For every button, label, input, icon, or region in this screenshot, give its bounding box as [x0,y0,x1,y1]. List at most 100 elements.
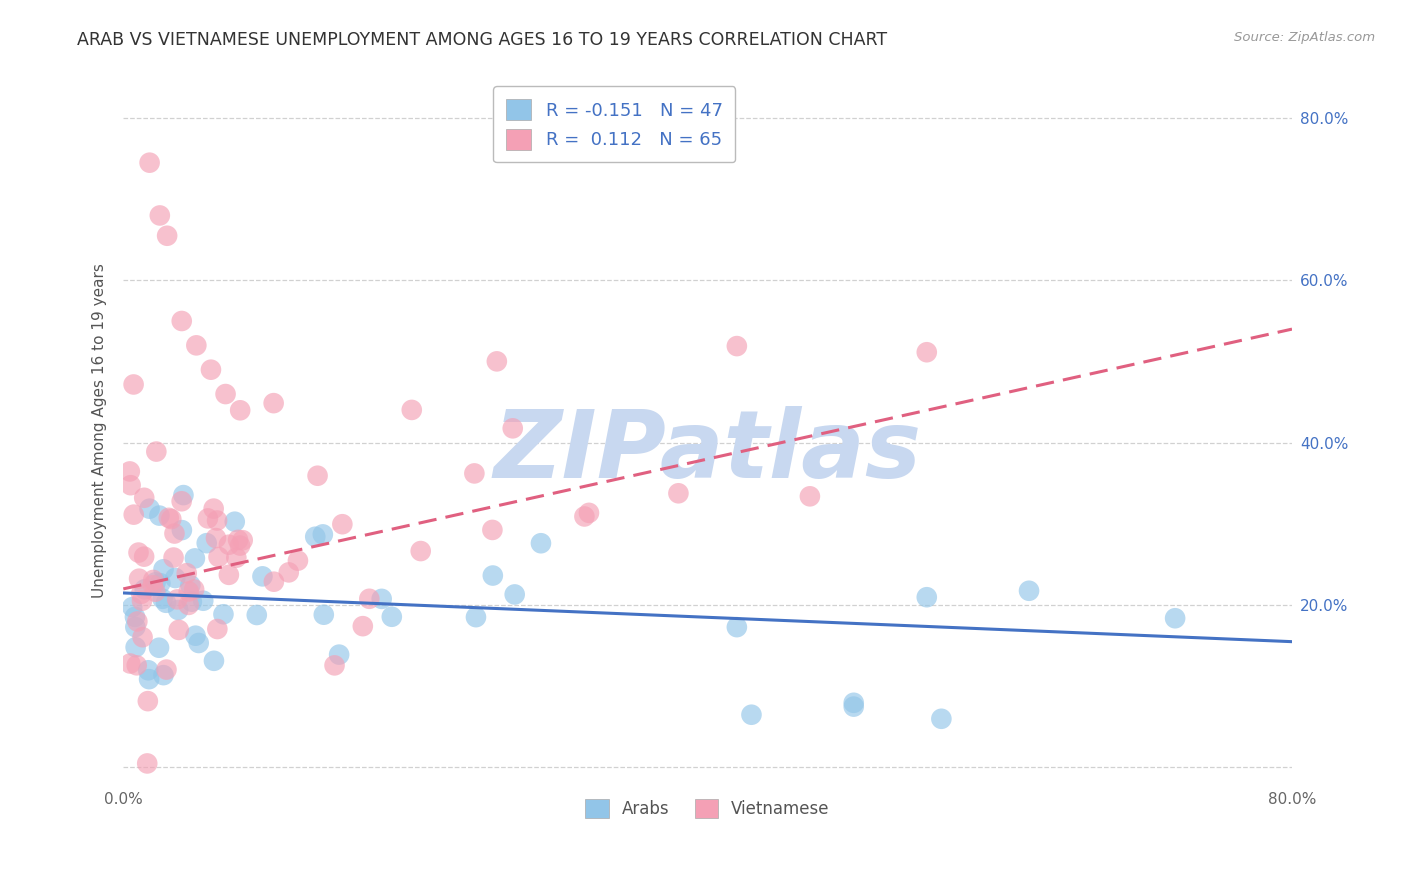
Point [799,489,821,503]
Point [401,403,423,417]
Point [725,339,748,353]
Point [218,538,240,552]
Point [224,515,246,529]
Point [202,501,225,516]
Point [229,403,252,417]
Point [328,648,350,662]
Point [156,228,179,243]
Point [167,623,190,637]
Point [136,694,159,708]
Point [381,609,404,624]
Point [212,607,235,622]
Point [465,610,488,624]
Y-axis label: Unemployment Among Ages 16 to 19 years: Unemployment Among Ages 16 to 19 years [93,263,107,598]
Point [142,573,165,587]
Point [131,593,153,607]
Point [183,582,205,597]
Point [463,467,485,481]
Point [409,544,432,558]
Point [725,620,748,634]
Point [263,396,285,410]
Point [668,486,690,500]
Point [263,574,285,589]
Point [138,501,160,516]
Point [214,387,236,401]
Point [1164,611,1187,625]
Point [131,630,153,644]
Point [179,578,201,592]
Point [121,600,143,615]
Point [202,654,225,668]
Point [287,554,309,568]
Point [170,494,193,508]
Point [163,526,186,541]
Point [145,575,167,590]
Point [232,533,254,548]
Point [205,514,228,528]
Point [138,155,160,169]
Point [931,712,953,726]
Point [578,506,600,520]
Point [143,584,166,599]
Point [193,593,215,607]
Point [166,592,188,607]
Point [207,622,229,636]
Point [574,509,596,524]
Point [162,550,184,565]
Point [218,567,240,582]
Point [330,517,353,532]
Point [128,572,150,586]
Point [136,663,159,677]
Point [195,536,218,550]
Point [152,668,174,682]
Point [205,531,228,545]
Point [134,549,156,564]
Point [915,591,938,605]
Point [148,640,170,655]
Point [176,566,198,581]
Point [740,707,762,722]
Point [148,508,170,523]
Point [145,444,167,458]
Point [124,610,146,624]
Point [136,756,159,771]
Point [312,527,335,541]
Point [184,629,207,643]
Point [142,578,165,592]
Point [482,568,505,582]
Point [128,545,150,559]
Text: ARAB VS VIETNAMESE UNEMPLOYMENT AMONG AGES 16 TO 19 YEARS CORRELATION CHART: ARAB VS VIETNAMESE UNEMPLOYMENT AMONG AG… [77,31,887,49]
Point [124,620,146,634]
Point [226,533,249,547]
Point [915,345,938,359]
Point [503,587,526,601]
Point [120,478,142,492]
Point [134,491,156,505]
Point [157,511,180,525]
Point [246,607,269,622]
Point [502,421,524,435]
Point [138,672,160,686]
Point [120,657,142,671]
Point [842,696,865,710]
Point [177,584,200,599]
Point [252,569,274,583]
Point [184,551,207,566]
Point [129,587,152,601]
Point [172,488,194,502]
Point [352,619,374,633]
Point [359,591,381,606]
Point [122,508,145,522]
Point [167,603,190,617]
Point [312,607,335,622]
Point [160,512,183,526]
Point [307,468,329,483]
Point [186,338,208,352]
Point [180,595,202,609]
Point [1018,583,1040,598]
Point [207,549,229,564]
Text: ZIPatlas: ZIPatlas [494,406,922,498]
Point [118,465,141,479]
Point [124,640,146,655]
Point [187,636,209,650]
